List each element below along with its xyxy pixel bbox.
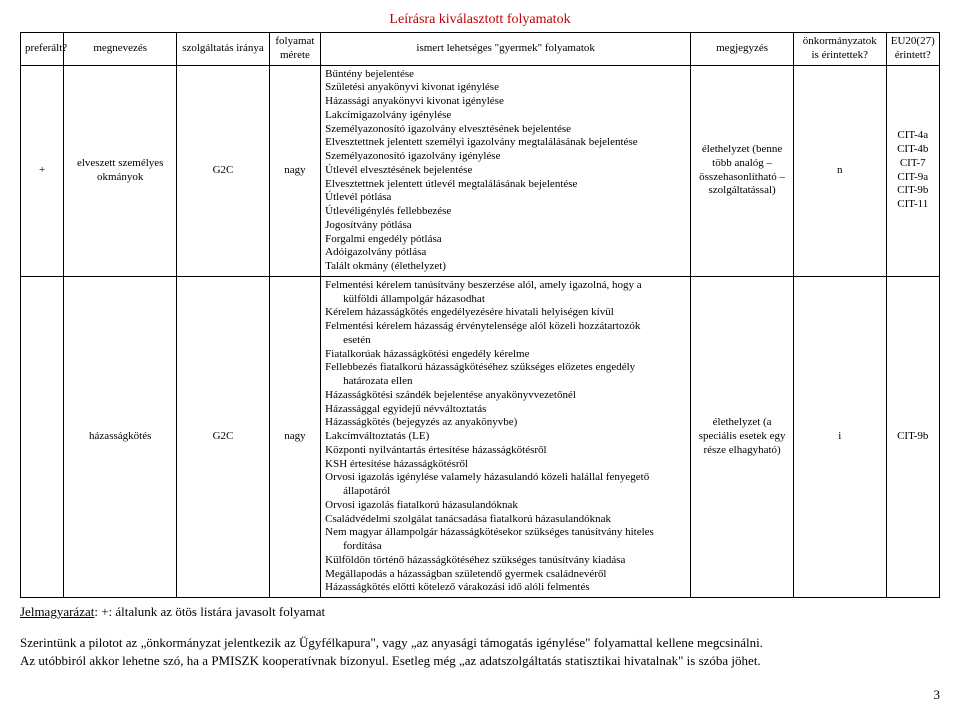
header-dir: szolgáltatás iránya bbox=[177, 33, 270, 66]
cell-dir: G2C bbox=[177, 65, 270, 276]
header-proc: ismert lehetséges "gyermek" folyamatok bbox=[321, 33, 691, 66]
process-table: preferált? megnevezés szolgáltatás irány… bbox=[20, 32, 940, 598]
header-note: megjegyzés bbox=[691, 33, 794, 66]
cell-eu: CIT-4a CIT-4b CIT-7 CIT-9a CIT-9b CIT-11 bbox=[886, 65, 940, 276]
cell-size: nagy bbox=[269, 276, 320, 597]
paragraph-1: Szerintünk a pilotot az „önkormányzat je… bbox=[20, 634, 940, 652]
header-eu: EU20(27) érintett? bbox=[886, 33, 940, 66]
header-size: folyamat mérete bbox=[269, 33, 320, 66]
header-pref: preferált? bbox=[21, 33, 64, 66]
cell-onk: i bbox=[793, 276, 886, 597]
header-name: megnevezés bbox=[64, 33, 177, 66]
legend-text: : +: általunk az ötös listára javasolt f… bbox=[94, 604, 325, 619]
table-row: házasságkötésG2CnagyFelmentési kérelem t… bbox=[21, 276, 940, 597]
legend: Jelmagyarázat: +: általunk az ötös listá… bbox=[20, 604, 940, 620]
cell-proc: Bűntény bejelentése Születési anyakönyvi… bbox=[321, 65, 691, 276]
cell-pref: + bbox=[21, 65, 64, 276]
table-row: +elveszett személyes okmányokG2CnagyBűnt… bbox=[21, 65, 940, 276]
cell-name: házasságkötés bbox=[64, 276, 177, 597]
page-title: Leírásra kiválasztott folyamatok bbox=[20, 12, 940, 28]
table-header-row: preferált? megnevezés szolgáltatás irány… bbox=[21, 33, 940, 66]
header-onk: önkormányzatok is érintettek? bbox=[793, 33, 886, 66]
cell-size: nagy bbox=[269, 65, 320, 276]
cell-note: élethelyzet (benne több analóg – összeha… bbox=[691, 65, 794, 276]
cell-onk: n bbox=[793, 65, 886, 276]
cell-proc: Felmentési kérelem tanúsítvány beszerzés… bbox=[321, 276, 691, 597]
page-number: 3 bbox=[20, 687, 940, 703]
cell-dir: G2C bbox=[177, 276, 270, 597]
cell-note: élethelyzet (a speciális esetek egy rész… bbox=[691, 276, 794, 597]
cell-pref bbox=[21, 276, 64, 597]
paragraph-2: Az utóbbiról akkor lehetne szó, ha a PMI… bbox=[20, 652, 940, 670]
cell-name: elveszett személyes okmányok bbox=[64, 65, 177, 276]
legend-label: Jelmagyarázat bbox=[20, 604, 94, 619]
cell-eu: CIT-9b bbox=[886, 276, 940, 597]
